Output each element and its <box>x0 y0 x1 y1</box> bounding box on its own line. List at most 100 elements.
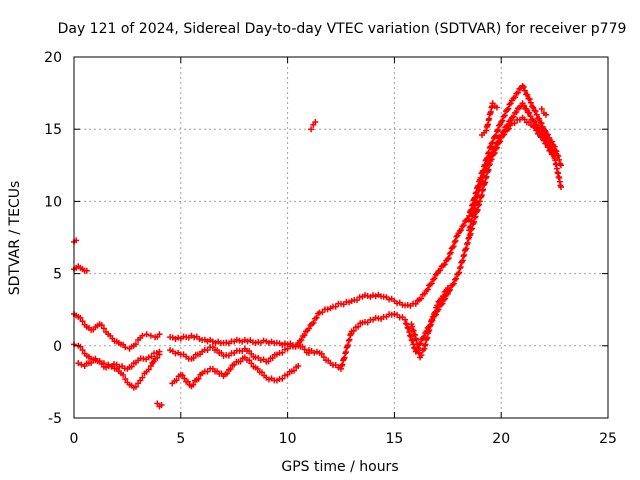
data-point <box>418 295 425 302</box>
data-point <box>78 361 85 368</box>
data-point <box>485 160 492 167</box>
y-tick-label: -5 <box>48 411 62 427</box>
data-point <box>190 381 197 388</box>
data-point <box>520 102 527 109</box>
data-point <box>143 331 150 338</box>
data-point <box>555 153 562 160</box>
data-point <box>265 358 272 365</box>
data-point <box>291 367 298 374</box>
data-point <box>480 172 487 179</box>
data-point <box>132 383 139 390</box>
series-isolated-points <box>71 118 319 410</box>
data-point <box>494 126 501 133</box>
data-point <box>498 118 505 125</box>
data-point <box>75 360 82 367</box>
data-point <box>128 363 135 370</box>
data-point <box>254 365 261 372</box>
data-point <box>511 120 518 127</box>
x-tick-label: 0 <box>70 431 79 447</box>
data-point <box>437 267 444 274</box>
data-point <box>451 276 458 283</box>
data-point <box>453 275 460 282</box>
data-point <box>417 340 424 347</box>
data-point <box>139 332 146 339</box>
series-afternoon-rise <box>295 82 565 346</box>
data-point <box>510 113 517 120</box>
data-point <box>492 144 499 151</box>
data-point <box>407 333 414 340</box>
data-point <box>526 96 533 103</box>
y-axis-label: SDTVAR / TECUs <box>7 181 23 296</box>
data-point <box>540 131 547 138</box>
data-point <box>224 370 231 377</box>
data-point <box>460 222 467 229</box>
data-point <box>533 121 540 128</box>
data-point <box>145 366 152 373</box>
data-point <box>156 348 163 355</box>
data-point <box>312 118 319 125</box>
series-late-spikes <box>478 100 550 138</box>
data-point <box>499 117 506 124</box>
data-point <box>478 179 485 186</box>
data-point <box>158 402 165 409</box>
data-point <box>504 106 511 113</box>
data-point <box>526 109 533 116</box>
x-tick-label: 15 <box>385 431 403 447</box>
data-point <box>355 323 362 330</box>
data-point <box>429 313 436 320</box>
chart-title: Day 121 of 2024, Sidereal Day-to-day VTE… <box>58 21 627 37</box>
data-point <box>441 261 448 268</box>
data-point <box>544 138 551 145</box>
data-point <box>318 350 325 357</box>
data-point <box>488 150 495 157</box>
data-point <box>529 103 536 110</box>
y-tick-label: 10 <box>44 194 62 210</box>
data-point <box>190 354 197 361</box>
data-point <box>122 344 129 351</box>
data-point <box>156 331 163 338</box>
data-point <box>98 322 105 329</box>
data-point <box>482 166 489 173</box>
data-point <box>83 267 90 274</box>
data-point <box>493 140 500 147</box>
series-midday-cluster <box>167 332 302 350</box>
data-point <box>434 302 441 309</box>
data-point <box>500 128 507 135</box>
data-point <box>77 343 84 350</box>
data-point <box>402 316 409 323</box>
data-point <box>120 371 127 378</box>
data-point <box>549 146 556 153</box>
data-point <box>444 256 451 263</box>
data-point <box>405 325 412 332</box>
data-point <box>310 319 317 326</box>
data-point <box>424 286 431 293</box>
data-point <box>88 359 95 366</box>
data-point <box>248 360 255 367</box>
series-afternoon-dip <box>408 285 451 361</box>
data-point <box>412 300 419 307</box>
data-point <box>147 332 154 339</box>
plot-frame <box>73 56 609 419</box>
data-point <box>313 314 320 321</box>
data-point <box>418 352 425 359</box>
y-tick-label: 5 <box>53 267 62 283</box>
data-point <box>77 314 84 321</box>
data-point <box>173 377 180 384</box>
data-point <box>511 94 518 101</box>
data-point <box>301 332 308 339</box>
data-point <box>538 120 545 127</box>
data-point <box>476 183 483 190</box>
data-point <box>458 227 465 234</box>
series-late-middle <box>466 100 558 234</box>
data-point <box>500 113 507 120</box>
data-point <box>538 105 545 112</box>
x-tick-label: 25 <box>599 431 617 447</box>
data-point <box>464 216 471 223</box>
data-point <box>553 148 560 155</box>
data-point <box>439 293 446 300</box>
data-point <box>485 155 492 162</box>
data-point <box>258 369 265 376</box>
series-afternoon-lower <box>305 114 565 372</box>
data-point <box>451 239 458 246</box>
data-point <box>439 300 446 307</box>
